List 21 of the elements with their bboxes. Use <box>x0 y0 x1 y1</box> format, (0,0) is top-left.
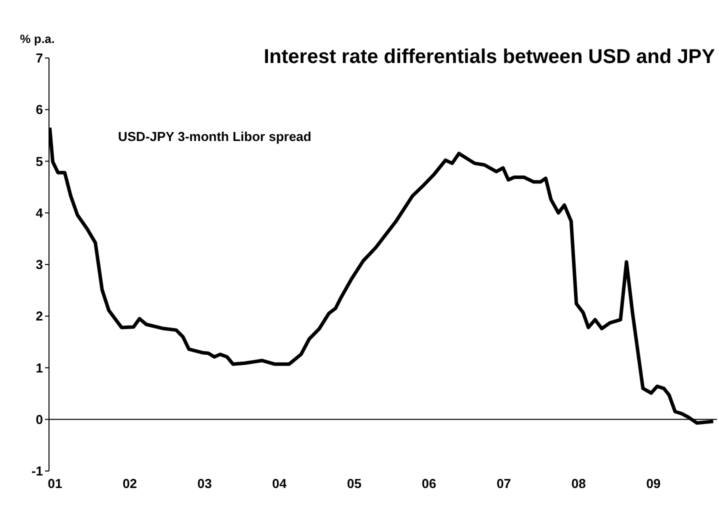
y-tick-label: 4 <box>36 205 44 220</box>
x-tick-label: 08 <box>571 476 586 492</box>
y-tick-label: 7 <box>36 50 43 66</box>
y-tick-label: 5 <box>36 154 43 169</box>
x-tick-label: 09 <box>646 476 661 492</box>
x-tick-label: 07 <box>496 476 512 492</box>
x-tick-label: 05 <box>346 476 362 492</box>
x-tick-label: 01 <box>48 476 62 492</box>
x-tick-label: 02 <box>122 476 138 492</box>
y-tick-label: 6 <box>36 102 43 118</box>
y-tick-label: 2 <box>36 308 43 324</box>
y-tick-label: 3 <box>36 257 43 272</box>
x-tick-label: 06 <box>422 476 436 492</box>
y-tick-label: 1 <box>36 360 43 376</box>
chart-title: Interest rate differentials between USD and JPY <box>264 46 715 69</box>
y-axis-title: % p.a. <box>20 32 55 46</box>
x-tick-label: 04 <box>272 476 288 492</box>
x-tick-label: 03 <box>197 476 212 492</box>
y-tick-label: 0 <box>36 412 43 427</box>
y-tick-label: -1 <box>31 464 43 479</box>
text: USD-JPY 3-month Libor spread <box>118 129 312 144</box>
